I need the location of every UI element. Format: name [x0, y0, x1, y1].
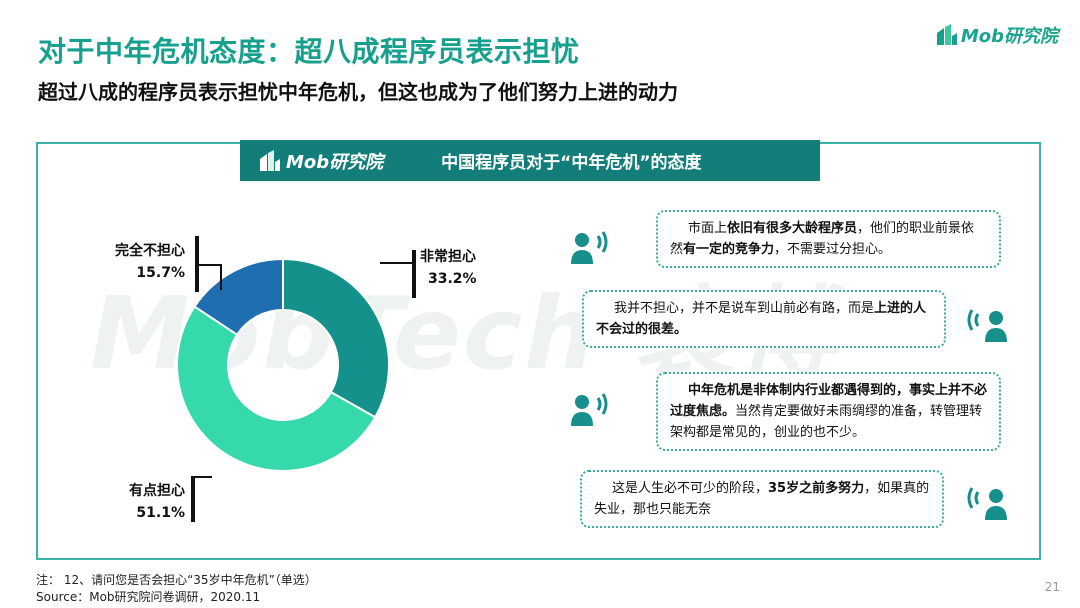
- label-bar-3: [191, 476, 195, 522]
- label-leader-1: [220, 264, 222, 290]
- legend-label: 完全不担心: [115, 243, 185, 259]
- donut-slice-3: [193, 257, 284, 337]
- panel-title: 中国程序员对于“中年危机”的态度: [441, 153, 702, 173]
- quote-bubble-1: 市面上依旧有很多大龄程序员，他们的职业前景依然有一定的竞争力，不需要过分担心。: [656, 210, 1001, 268]
- quote-text: 我并不担心，并不是说车到山前必有路，而是上进的人不会过的很差。: [596, 301, 927, 337]
- person-speaking-icon: [967, 487, 1007, 520]
- label-group-2: 非常担心 33.2%: [420, 246, 477, 290]
- brand-name: Mob研究院: [960, 26, 1058, 47]
- quote-text: 中年危机是非体制内行业都遇得到的，事实上并不必过度焦虑。当然肯定要做好未雨绸缪的…: [670, 383, 988, 440]
- person-speaking-icon: [967, 309, 1007, 342]
- quote-bubble-2: 我并不担心，并不是说车到山前必有路，而是上进的人不会过的很差。: [582, 290, 946, 348]
- footnote: 注： 12、请问您是否会担心“35岁中年危机”（单选）: [36, 573, 317, 587]
- page-number: 21: [1044, 580, 1060, 594]
- donut-slice-2: [176, 305, 377, 473]
- label-group-3: 有点担心 51.1%: [110, 480, 185, 524]
- quote-text: 市面上依旧有很多大龄程序员，他们的职业前景依然有一定的竞争力，不需要过分担心。: [670, 221, 975, 257]
- label-line-1: [198, 264, 220, 266]
- brand-logo: Mob研究院: [935, 22, 1058, 48]
- legend-label: 有点担心: [129, 483, 185, 499]
- label-line-2: [380, 262, 412, 264]
- person-speaking-icon: [571, 231, 608, 264]
- quote-bubble-3: 中年危机是非体制内行业都遇得到的，事实上并不必过度焦虑。当然肯定要做好未雨绸缪的…: [656, 372, 1001, 451]
- label-group-1: 完全不担心 15.7%: [110, 240, 185, 284]
- mob-logo-icon: [260, 149, 280, 171]
- page-title: 对于中年危机态度：超八成程序员表示担忧: [38, 35, 580, 68]
- panel-brand-name: Mob研究院: [286, 151, 384, 173]
- mob-logo-icon: [936, 24, 957, 45]
- data-label: 51.1%: [136, 505, 185, 521]
- legend-label: 非常担心: [420, 249, 476, 265]
- panel-brand: Mob研究院: [258, 148, 383, 174]
- person-speaking-icon: [571, 393, 608, 426]
- panel-header: Mob研究院 中国程序员对于“中年危机”的态度: [240, 140, 820, 181]
- donut-slice-1: [282, 257, 390, 419]
- source-note: Source：Mob研究院问卷调研，2020.11: [36, 590, 261, 604]
- label-bar-2: [412, 250, 416, 298]
- quote-text: 这是人生必不可少的阶段，35岁之前多努力，如果真的失业，那也只能无奈: [594, 481, 930, 517]
- data-label: 33.2%: [428, 271, 477, 287]
- label-line-3: [194, 476, 212, 478]
- page-subtitle: 超过八成的程序员表示担忧中年危机，但这也成为了他们努力上进的动力: [38, 80, 678, 104]
- data-label: 15.7%: [136, 265, 185, 281]
- quote-bubble-4: 这是人生必不可少的阶段，35岁之前多努力，如果真的失业，那也只能无奈: [580, 470, 944, 528]
- label-bar-1: [195, 236, 199, 292]
